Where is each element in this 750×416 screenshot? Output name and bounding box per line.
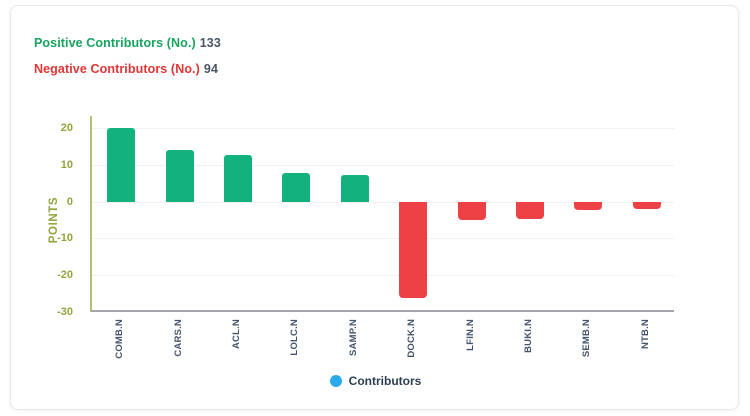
bar-SAMP.N[interactable] [340,175,369,202]
x-axis-label: NTB.N [639,319,651,350]
x-axis-label: LFIN.N [464,319,476,351]
x-axis-label: BUKI.N [523,319,534,353]
legend-label: Contributors [348,374,422,388]
y-tick-label: 10 [60,158,73,171]
gridline [92,238,674,240]
y-tick-label: -30 [57,306,73,318]
x-axis-label: LOLC.N [289,319,301,356]
legend-dot-icon [329,375,342,387]
x-axis-label: ACL.N [231,319,242,350]
gridline [92,128,674,129]
y-tick-label: -20 [57,269,73,282]
contributors-card: Positive Contributors (No.) 133 Negative … [10,5,739,410]
positive-contributors-summary: Positive Contributors (No.) 133 [34,36,221,50]
x-axis-label: SAMP.N [347,319,359,356]
bar-chart: POINTS Contributors 20 10 0 -10 -20 -30 COMB.N… [11,6,738,409]
bar-SEMB.N[interactable] [574,201,603,211]
bar-LOLC.N[interactable] [282,172,311,202]
bar-NTB.N[interactable] [632,201,661,210]
y-tick-label: -10 [57,232,73,245]
bar-BUKI.N[interactable] [516,201,544,219]
y-tick-label: 0 [66,195,73,208]
y-tick-label: 20 [60,122,73,134]
chart-legend[interactable]: Contributors [11,374,738,388]
x-axis-label: CARS.N [172,319,184,357]
negative-contributors-summary: Negative Contributors (No.) 94 [34,62,218,76]
bar-ACL.N[interactable] [224,155,252,202]
gridline [92,164,674,166]
bar-LFIN.N[interactable] [457,201,486,221]
negative-contributors-label: Negative Contributors (No.) [34,62,200,76]
positive-contributors-label: Positive Contributors (No.) [34,36,196,50]
gridline [92,275,674,277]
bar-CARS.N[interactable] [165,150,194,202]
x-axis-label: SEMB.N [581,319,593,358]
negative-contributors-count: 94 [203,62,219,76]
bar-DOCK.N[interactable] [399,201,428,299]
bar-COMB.N[interactable] [107,128,136,202]
gridline [92,201,674,203]
plot-area [90,116,674,312]
positive-contributors-count: 133 [199,36,221,50]
x-axis-label: COMB.N [114,319,126,359]
x-axis-label: DOCK.N [406,319,418,358]
